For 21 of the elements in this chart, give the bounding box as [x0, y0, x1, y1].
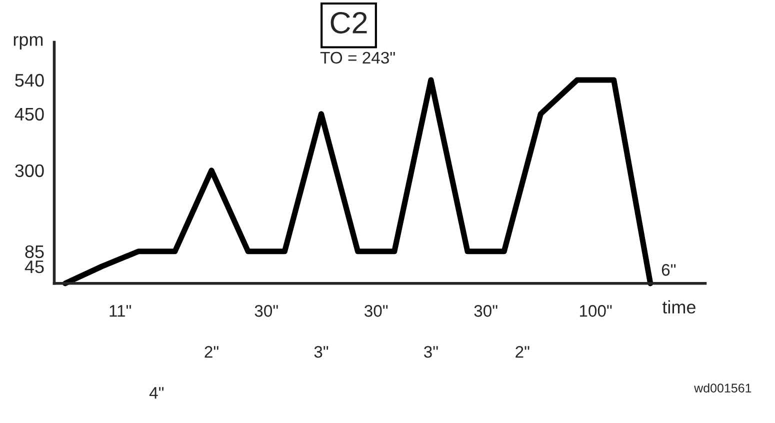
y-tick-label: 300: [15, 164, 44, 178]
text: 11": [110, 305, 131, 317]
annotation: TO = 243": [320, 52, 395, 64]
y-tick-label: 85: [25, 245, 44, 258]
text: 30": [254, 305, 278, 317]
text: 4": [149, 387, 164, 399]
text: 30": [474, 305, 498, 317]
text: wd001561: [694, 383, 752, 393]
text: 30": [364, 305, 388, 317]
text: 2": [516, 346, 530, 358]
chart-title: C2: [330, 12, 367, 34]
annotation: 6": [662, 264, 676, 276]
text: 3": [314, 346, 328, 358]
text: 3": [424, 346, 438, 358]
y-tick-label: 540: [15, 74, 44, 87]
text: 100": [580, 305, 612, 317]
y-axis-title: rpm: [14, 36, 43, 50]
text: 2": [204, 346, 218, 358]
y-tick-label: 45: [24, 260, 44, 274]
y-tick-label: 450: [14, 108, 44, 121]
x-axis-title: time: [662, 300, 696, 314]
